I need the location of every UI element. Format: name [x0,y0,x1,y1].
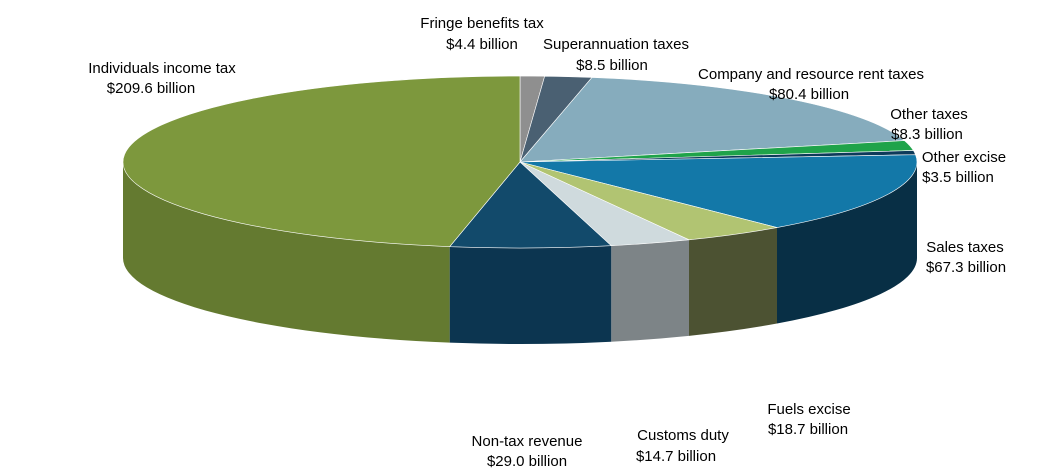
value-individuals-income-tax: $209.6 billion [107,80,195,97]
slice-side-non-tax-revenue [449,245,612,345]
slice-side-customs-duty [611,239,689,342]
value-superannuation-taxes: $8.5 billion [576,57,648,74]
value-other-excise: $3.5 billion [922,169,994,186]
pie-tops [122,75,918,249]
label-customs-duty: Customs duty [637,427,729,444]
value-non-tax-revenue: $29.0 billion [487,453,567,470]
slice-company-and-resource-rent-taxes [519,77,906,163]
label-individuals-income-tax: Individuals income tax [88,60,236,77]
label-superannuation-taxes: Superannuation taxes [543,36,689,53]
label-sales-taxes: Sales taxes [926,239,1004,256]
slice-non-tax-revenue [449,161,612,249]
label-fuels-excise: Fuels excise [767,401,850,418]
label-non-tax-revenue: Non-tax revenue [472,433,583,450]
value-customs-duty: $14.7 billion [636,448,716,465]
value-company-and-resource-rent-taxes: $80.4 billion [769,86,849,103]
slice-individuals-income-tax [122,75,521,247]
label-other-taxes: Other taxes [890,106,968,123]
pie-sides [123,162,917,345]
value-fuels-excise: $18.7 billion [768,421,848,438]
value-fringe-benefits-tax: $4.4 billion [446,36,518,53]
value-sales-taxes: $67.3 billion [926,259,1006,276]
value-other-taxes: $8.3 billion [891,126,963,143]
slice-side-individuals-income-tax [123,162,450,343]
label-company-and-resource-rent-taxes: Company and resource rent taxes [698,66,924,83]
slice-side-fuels-excise [688,227,777,336]
label-fringe-benefits-tax: Fringe benefits tax [420,15,544,32]
slice-side-sales-taxes [776,162,917,324]
slice-sales-taxes [519,154,918,228]
label-other-excise: Other excise [922,149,1006,166]
